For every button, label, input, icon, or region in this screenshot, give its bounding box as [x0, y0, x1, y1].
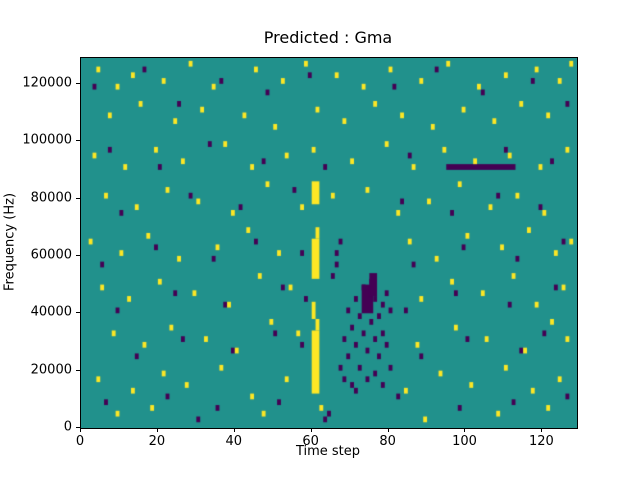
- plot-area: [80, 57, 578, 429]
- x-tick-label: 80: [379, 434, 396, 449]
- x-tick-label: 120: [528, 434, 554, 449]
- y-tick-label: 100000: [22, 132, 72, 148]
- heatmap-canvas: [81, 58, 577, 428]
- y-tick-label: 20000: [30, 362, 72, 378]
- x-tick-label: 40: [225, 434, 243, 449]
- x-tick-mark: [156, 428, 158, 432]
- y-tick-mark: [76, 312, 80, 314]
- x-tick-label: 0: [75, 434, 85, 449]
- y-tick-label: 80000: [30, 190, 72, 206]
- y-tick-mark: [76, 197, 80, 199]
- y-tick-label: 40000: [30, 304, 72, 320]
- y-tick-mark: [76, 254, 80, 256]
- y-tick-label: 60000: [30, 247, 72, 263]
- x-tick-mark: [541, 428, 543, 432]
- plot-title: Predicted : Gma: [263, 28, 393, 47]
- x-tick-mark: [464, 428, 466, 432]
- y-tick-mark: [76, 369, 80, 371]
- y-tick-mark: [76, 82, 80, 84]
- y-tick-label: 120000: [22, 75, 72, 91]
- x-tick-mark: [387, 428, 389, 432]
- x-tick-label: 60: [302, 434, 319, 449]
- y-tick-label: 0: [63, 419, 72, 435]
- x-tick-mark: [233, 428, 235, 432]
- x-tick-label: 20: [148, 434, 166, 449]
- y-axis-label: Frequency (Hz): [2, 192, 18, 292]
- x-tick-label: 100: [452, 434, 477, 449]
- x-axis-label: Time step: [295, 444, 361, 459]
- y-tick-mark: [76, 427, 80, 428]
- y-tick-mark: [76, 140, 80, 142]
- x-tick-mark: [310, 428, 312, 432]
- x-tick-mark: [80, 428, 81, 432]
